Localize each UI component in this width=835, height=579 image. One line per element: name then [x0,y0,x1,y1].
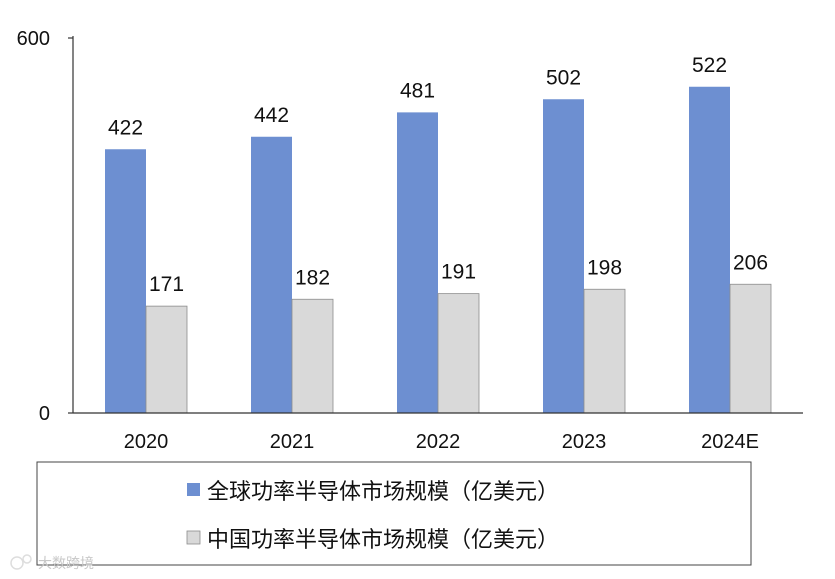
data-label: 198 [587,256,622,279]
x-tick-label: 2024E [701,431,759,453]
legend: 全球功率半导体市场规模（亿美元） 中国功率半导体市场规模（亿美元） [36,461,752,566]
legend-frame [36,461,752,566]
bar-global-2021 [251,136,292,413]
bar-global-2024E [689,86,730,413]
bar-china-2023 [583,288,626,414]
bar-global-2020 [105,149,146,413]
data-label: 502 [546,66,581,89]
x-tick-label: 2022 [416,431,461,453]
plot-area: 422 171 442 182 481 191 502 198 522 206 [105,54,772,414]
legend-label-global: 全球功率半导体市场规模（亿美元） [207,480,559,505]
y-tick-label: 600 [17,28,50,50]
legend-label-china: 中国功率半导体市场规模（亿美元） [207,528,559,553]
bar-china-2020 [145,305,188,414]
data-label: 442 [254,104,289,127]
x-tick-label: 2020 [124,431,169,453]
data-label: 206 [733,251,768,274]
legend-swatch-global [187,483,200,496]
bar-global-2023 [543,99,584,413]
y-axis: 0 600 [17,28,74,425]
data-label: 171 [149,273,184,296]
x-axis: 2020 2021 2022 2023 2024E [73,412,803,453]
x-tick-label: 2023 [562,431,607,453]
y-tick-label: 0 [39,403,50,425]
data-label: 182 [295,266,330,289]
x-tick-label: 2021 [270,431,315,453]
bar-china-2021 [291,298,334,414]
data-label: 422 [108,116,143,139]
bar-china-2024E [729,283,772,414]
data-label: 522 [692,54,727,77]
data-label: 191 [441,261,476,284]
bar-china-2022 [437,293,480,414]
legend-swatch-china [186,530,201,545]
watermark: 大数跨境 [10,554,94,572]
bar-global-2022 [397,112,438,413]
logo-icon [10,554,32,570]
watermark-text: 大数跨境 [38,556,94,572]
data-label: 481 [400,79,435,102]
